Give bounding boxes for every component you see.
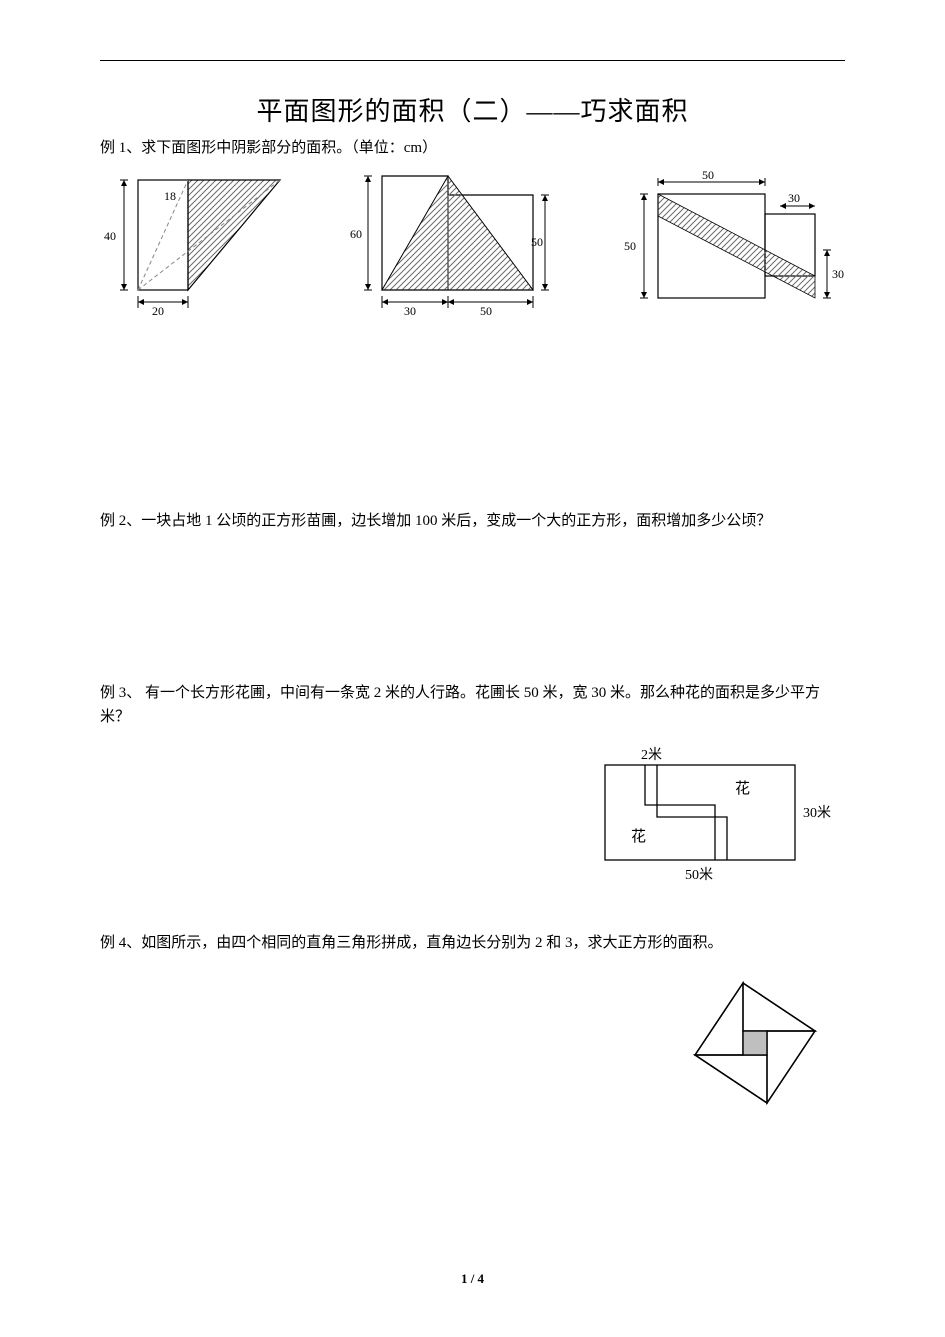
fig1b-label-b1: 30 bbox=[404, 304, 416, 318]
figure-4 bbox=[665, 963, 845, 1123]
fig1c-label-r2: 30 bbox=[832, 267, 844, 281]
figure-1a: 40 18 20 bbox=[100, 170, 285, 325]
figure-1b: 60 50 bbox=[348, 170, 558, 325]
figure-4-wrap bbox=[100, 963, 845, 1123]
fig1a-label-top: 18 bbox=[164, 189, 176, 203]
fig1c-label-top: 50 bbox=[702, 170, 714, 182]
figure-3: 2米 花 花 50米 30米 bbox=[585, 737, 845, 887]
problem-4-text: 例 4、如图所示，由四个相同的直角三角形拼成，直角边长分别为 2 和 3，求大正… bbox=[100, 931, 845, 955]
page: 平面图形的面积（二）——巧求面积 例 1、求下面图形中阴影部分的面积。（单位：c… bbox=[0, 0, 945, 1337]
problem-3-text: 例 3、 有一个长方形花圃，中间有一条宽 2 米的人行路。花圃长 50 米，宽 … bbox=[100, 681, 845, 729]
fig3-label-right: 30米 bbox=[803, 805, 831, 821]
fig3-label-bottom: 50米 bbox=[685, 867, 713, 883]
fig3-label-flower-2: 花 bbox=[631, 828, 646, 845]
page-title: 平面图形的面积（二）——巧求面积 bbox=[100, 91, 845, 128]
figure-3-wrap: 2米 花 花 50米 30米 bbox=[100, 737, 845, 887]
fig3-label-flower-1: 花 bbox=[735, 780, 750, 797]
fig1b-label-left: 60 bbox=[350, 227, 362, 241]
problem-1-figures: 40 18 20 bbox=[100, 170, 845, 325]
fig1c-label-left: 50 bbox=[624, 239, 636, 253]
problem-2-text: 例 2、一块占地 1 公顷的正方形苗圃，边长增加 100 米后，变成一个大的正方… bbox=[100, 509, 845, 533]
fig1b-label-b2: 50 bbox=[480, 304, 492, 318]
fig1c-label-r1: 30 bbox=[788, 191, 800, 205]
spacer bbox=[100, 537, 845, 677]
figure-1c: 50 50 30 bbox=[620, 170, 845, 325]
fig1a-label-left: 40 bbox=[104, 229, 116, 243]
fig1a-label-bottom: 20 bbox=[152, 304, 164, 318]
horizontal-rule bbox=[100, 60, 845, 61]
fig3-label-top: 2米 bbox=[641, 747, 662, 763]
fig1b-label-right: 50 bbox=[531, 235, 543, 249]
spacer bbox=[100, 887, 845, 927]
problem-1-text: 例 1、求下面图形中阴影部分的面积。（单位：cm） bbox=[100, 136, 845, 160]
spacer bbox=[100, 325, 845, 505]
page-number: 1 / 4 bbox=[0, 1271, 945, 1287]
